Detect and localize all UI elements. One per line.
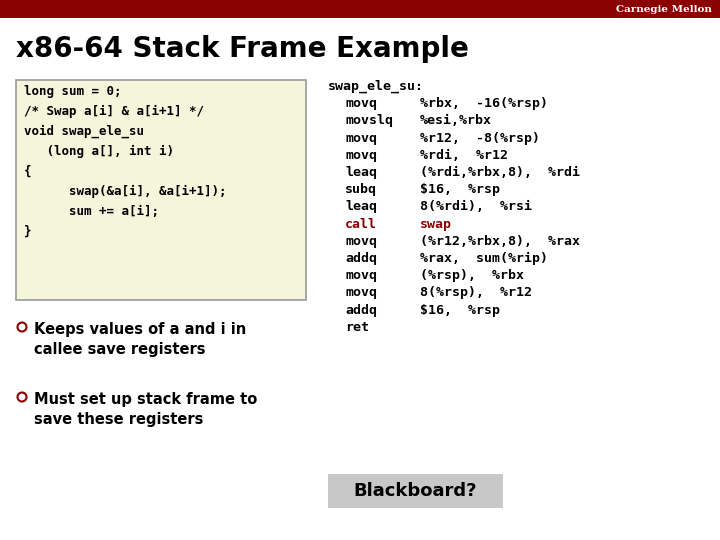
Text: addq: addq (345, 252, 377, 265)
Text: {: { (24, 165, 32, 178)
Text: %rbx,  -16(%rsp): %rbx, -16(%rsp) (420, 97, 548, 110)
Text: swap(&a[i], &a[i+1]);: swap(&a[i], &a[i+1]); (24, 185, 227, 198)
Text: movq: movq (345, 269, 377, 282)
Text: call: call (345, 218, 377, 231)
Text: /* Swap a[i] & a[i+1] */: /* Swap a[i] & a[i+1] */ (24, 105, 204, 118)
Text: leaq: leaq (345, 166, 377, 179)
Text: movq: movq (345, 97, 377, 110)
Text: Blackboard?: Blackboard? (354, 482, 477, 500)
Text: }: } (24, 225, 32, 238)
Text: %r12,  -8(%rsp): %r12, -8(%rsp) (420, 132, 540, 145)
Text: swap_ele_su:: swap_ele_su: (328, 80, 424, 93)
Text: swap: swap (420, 218, 452, 231)
Text: void swap_ele_su: void swap_ele_su (24, 125, 144, 138)
Text: save these registers: save these registers (34, 412, 203, 427)
Text: 8(%rdi),  %rsi: 8(%rdi), %rsi (420, 200, 532, 213)
Text: subq: subq (345, 183, 377, 196)
Text: %esi,%rbx: %esi,%rbx (420, 114, 492, 127)
Text: Carnegie Mellon: Carnegie Mellon (616, 4, 712, 14)
Text: movq: movq (345, 149, 377, 162)
Text: movq: movq (345, 132, 377, 145)
Text: (%rsp),  %rbx: (%rsp), %rbx (420, 269, 524, 282)
Text: sum += a[i];: sum += a[i]; (24, 205, 159, 218)
Text: ret: ret (345, 321, 369, 334)
Text: leaq: leaq (345, 200, 377, 213)
Text: movq: movq (345, 286, 377, 299)
Text: movslq: movslq (345, 114, 393, 127)
Text: 8(%rsp),  %r12: 8(%rsp), %r12 (420, 286, 532, 299)
Text: callee save registers: callee save registers (34, 342, 205, 357)
Text: (%rdi,%rbx,8),  %rdi: (%rdi,%rbx,8), %rdi (420, 166, 580, 179)
Text: $16,  %rsp: $16, %rsp (420, 183, 500, 196)
Text: (long a[], int i): (long a[], int i) (24, 145, 174, 158)
Text: $16,  %rsp: $16, %rsp (420, 303, 500, 316)
Text: Keeps values of a and i in: Keeps values of a and i in (34, 322, 246, 337)
Text: %rdi,  %r12: %rdi, %r12 (420, 149, 508, 162)
Text: movq: movq (345, 235, 377, 248)
Text: long sum = 0;: long sum = 0; (24, 85, 122, 98)
Text: addq: addq (345, 303, 377, 316)
Bar (328, 474, 503, 508)
Bar (0, 0, 720, 18)
Text: x86-64 Stack Frame Example: x86-64 Stack Frame Example (16, 35, 469, 63)
Text: %rax,  sum(%rip): %rax, sum(%rip) (420, 252, 548, 265)
Text: (%r12,%rbx,8),  %rax: (%r12,%rbx,8), %rax (420, 235, 580, 248)
Text: Must set up stack frame to: Must set up stack frame to (34, 392, 257, 407)
Bar (16, 80, 306, 300)
